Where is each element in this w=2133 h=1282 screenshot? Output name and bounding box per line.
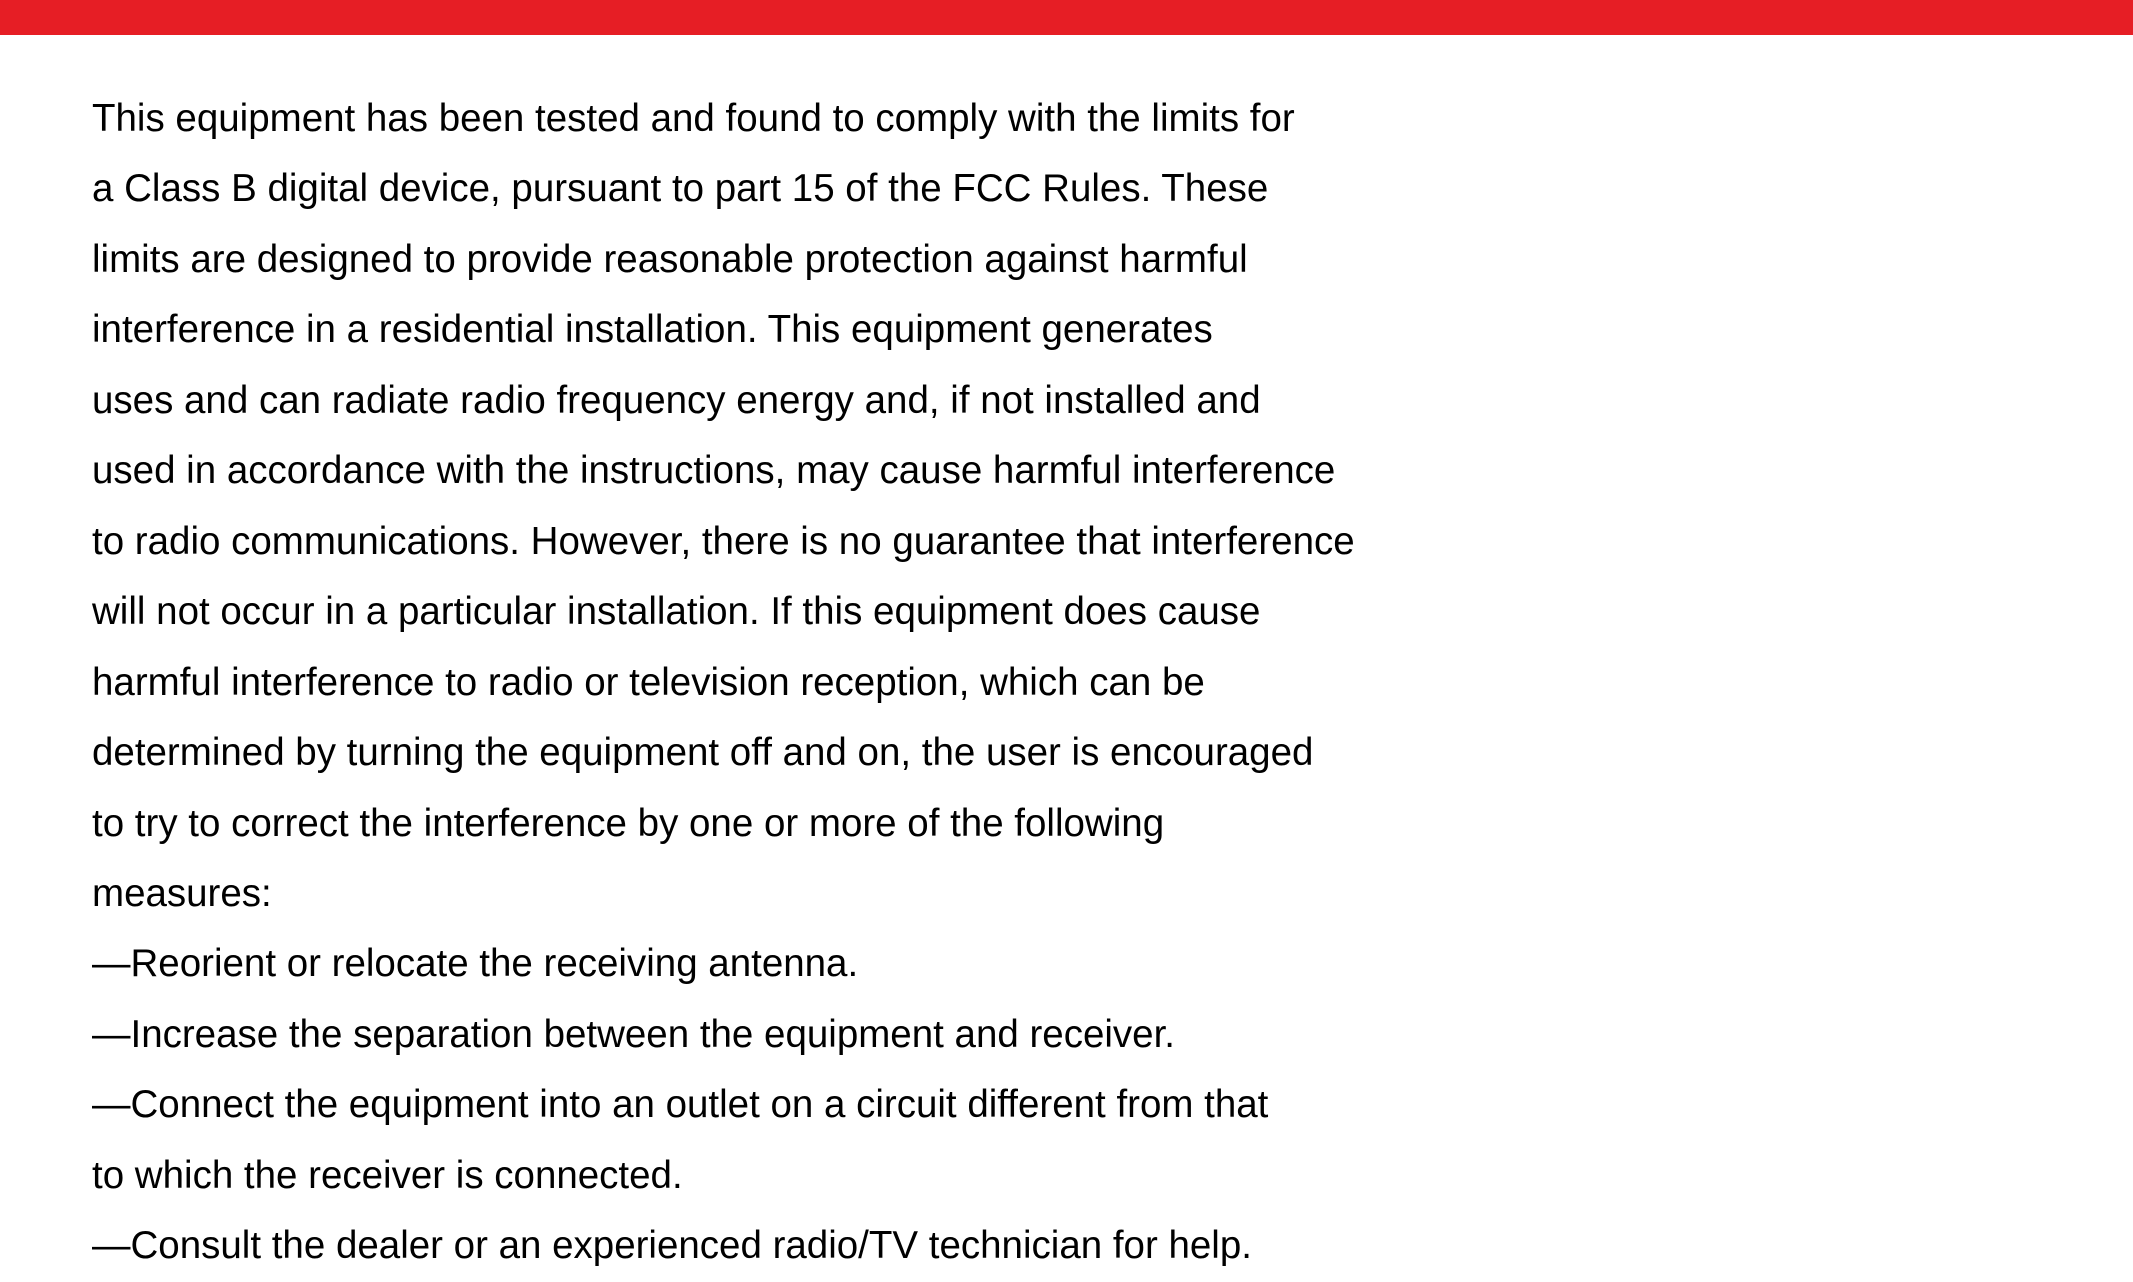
text-line: to radio communications. However, there …	[92, 507, 1470, 577]
text-line: uses and can radiate radio frequency ene…	[92, 366, 1470, 436]
text-line: used in accordance with the instructions…	[92, 436, 1470, 506]
text-line: limits are designed to provide reasonabl…	[92, 225, 1470, 295]
fcc-compliance-text: This equipment has been tested and found…	[92, 84, 1470, 1282]
text-line: to try to correct the interference by on…	[92, 789, 1470, 859]
text-line: to which the receiver is connected.	[92, 1141, 1470, 1211]
text-line: This equipment has been tested and found…	[92, 84, 1470, 154]
text-line: —Increase the separation between the equ…	[92, 1000, 1470, 1070]
text-line: —Reorient or relocate the receiving ante…	[92, 929, 1470, 999]
text-line: will not occur in a particular installat…	[92, 577, 1470, 647]
text-line: —Consult the dealer or an experienced ra…	[92, 1211, 1470, 1281]
text-line: measures:	[92, 859, 1470, 929]
text-line: a Class B digital device, pursuant to pa…	[92, 154, 1470, 224]
text-line: determined by turning the equipment off …	[92, 718, 1470, 788]
text-line: interference in a residential installati…	[92, 295, 1470, 365]
text-line: harmful interference to radio or televis…	[92, 648, 1470, 718]
header-banner	[0, 0, 2133, 35]
text-line: —Connect the equipment into an outlet on…	[92, 1070, 1470, 1140]
document-content: This equipment has been tested and found…	[0, 35, 1470, 1282]
